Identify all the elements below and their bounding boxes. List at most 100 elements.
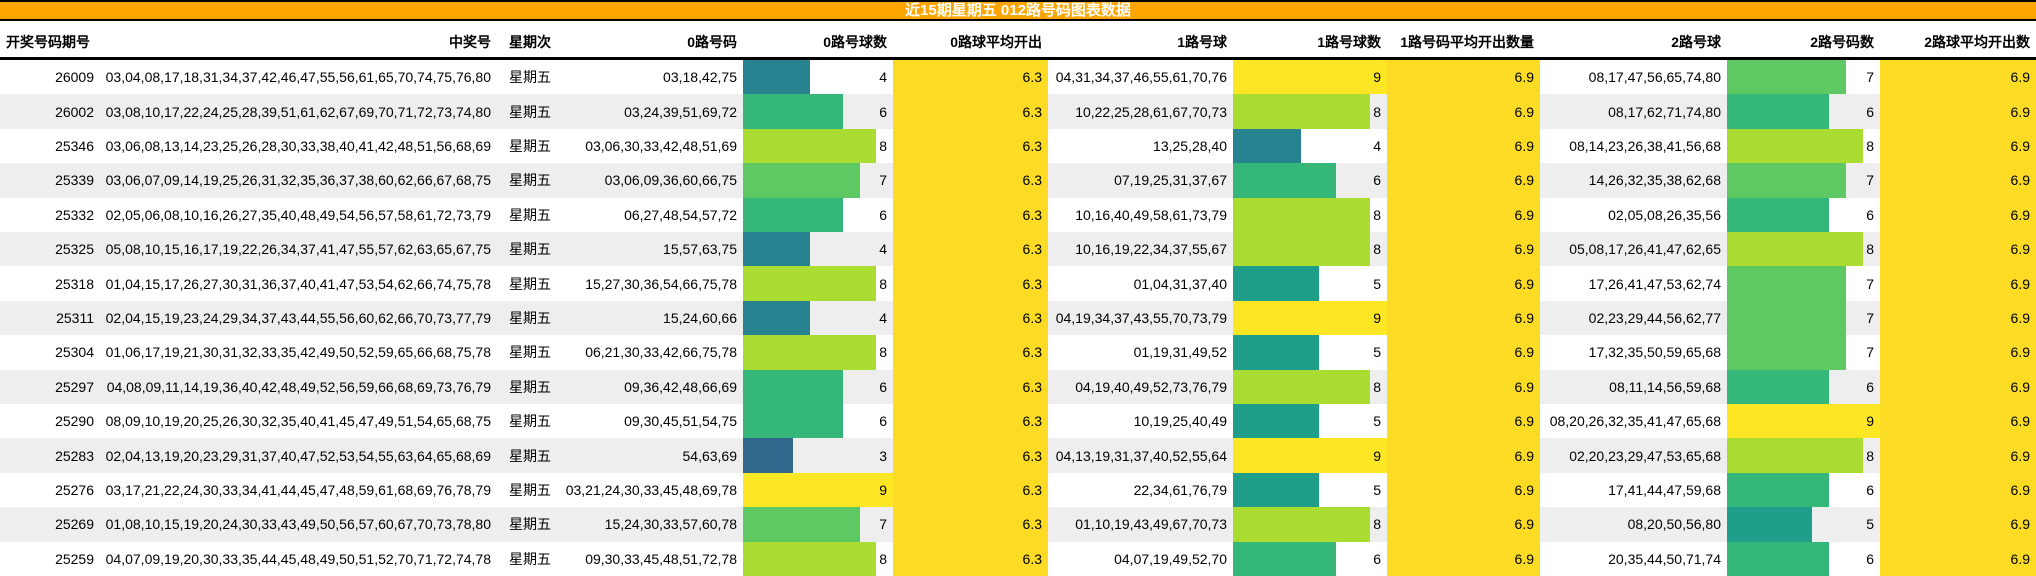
winning-numbers: 02,05,06,08,10,16,26,27,35,40,48,49,54,5… bbox=[105, 206, 491, 223]
road0-numbers: 06,21,30,33,42,66,75,78 bbox=[585, 344, 737, 361]
road0-average: 6.3 bbox=[1022, 172, 1042, 189]
road2-count: 7 bbox=[1866, 275, 1874, 292]
road2-count-cell: 7 bbox=[1727, 266, 1880, 301]
table-row: 26009 03,04,08,17,18,31,34,37,42,46,47,5… bbox=[0, 60, 2036, 95]
road0-count-cell: 9 bbox=[743, 472, 893, 508]
road0-count-cell: 8 bbox=[743, 335, 893, 370]
road0-average: 6.3 bbox=[1022, 138, 1042, 155]
road0-count: 3 bbox=[879, 447, 887, 464]
road2-average: 6.9 bbox=[2010, 206, 2030, 223]
winning-numbers: 02,04,15,19,23,24,29,34,37,43,44,55,56,6… bbox=[105, 310, 491, 327]
road0-numbers: 03,18,42,75 bbox=[663, 69, 737, 86]
winning-numbers: 04,08,09,11,14,19,36,40,42,48,49,52,56,5… bbox=[106, 378, 491, 395]
road0-numbers: 15,24,60,66 bbox=[663, 310, 737, 327]
road0-average: 6.3 bbox=[1022, 344, 1042, 361]
road0-count-cell: 7 bbox=[743, 507, 893, 542]
road2-average: 6.9 bbox=[2010, 413, 2030, 430]
road2-numbers: 17,26,41,47,53,62,74 bbox=[1588, 275, 1721, 292]
road0-average: 6.3 bbox=[1022, 69, 1042, 86]
weekday-label: 星期五 bbox=[509, 138, 551, 155]
road2-average: 6.9 bbox=[2010, 241, 2030, 258]
road1-numbers: 13,25,28,40 bbox=[1153, 138, 1227, 155]
road1-count-cell: 8 bbox=[1233, 232, 1387, 267]
road2-average: 6.9 bbox=[2010, 138, 2030, 155]
period-number: 25332 bbox=[55, 206, 94, 223]
period-number: 25283 bbox=[55, 447, 94, 464]
road1-count-bar bbox=[1233, 232, 1370, 267]
road0-count-cell: 7 bbox=[743, 163, 893, 198]
road0-count-bar bbox=[743, 60, 810, 95]
road2-numbers: 02,20,23,29,47,53,65,68 bbox=[1569, 447, 1721, 464]
weekday-label: 星期五 bbox=[509, 447, 551, 464]
road1-average: 6.9 bbox=[1514, 344, 1534, 361]
road1-average: 6.9 bbox=[1514, 413, 1534, 430]
road2-count-cell: 9 bbox=[1727, 404, 1880, 439]
header-road1-average: 1路号码平均开出数量 bbox=[1400, 34, 1534, 50]
road1-count-cell: 5 bbox=[1233, 335, 1387, 370]
weekday-label: 星期五 bbox=[509, 550, 551, 567]
road0-average: 6.3 bbox=[1022, 378, 1042, 395]
road1-average: 6.9 bbox=[1514, 275, 1534, 292]
road1-count-bar bbox=[1233, 369, 1370, 405]
road1-count-bar bbox=[1233, 541, 1336, 576]
header-road0-count: 0路号球数 bbox=[823, 34, 887, 50]
weekday-label: 星期五 bbox=[509, 413, 551, 430]
winning-numbers: 01,08,10,15,19,20,24,30,33,43,49,50,56,5… bbox=[105, 516, 491, 533]
period-number: 25259 bbox=[55, 550, 94, 567]
road1-average: 6.9 bbox=[1514, 138, 1534, 155]
winning-numbers: 05,08,10,15,16,17,19,22,26,34,37,41,47,5… bbox=[105, 241, 491, 258]
road2-count-bar bbox=[1727, 541, 1829, 576]
weekday-label: 星期五 bbox=[509, 516, 551, 533]
road0-average: 6.3 bbox=[1022, 482, 1042, 499]
road0-count-bar bbox=[743, 507, 860, 542]
road2-count-bar bbox=[1727, 472, 1829, 508]
road1-count-cell: 8 bbox=[1233, 197, 1387, 233]
road2-count-bar bbox=[1727, 335, 1846, 370]
weekday-label: 星期五 bbox=[509, 172, 551, 189]
road0-count-bar bbox=[743, 541, 877, 576]
table-row: 25318 01,04,15,17,26,27,30,31,36,37,40,4… bbox=[0, 266, 2036, 301]
road1-numbers: 10,22,25,28,61,67,70,73 bbox=[1075, 103, 1227, 120]
road0-count-cell: 8 bbox=[743, 266, 893, 301]
road2-numbers: 02,05,08,26,35,56 bbox=[1608, 206, 1721, 223]
road0-numbers: 54,63,69 bbox=[682, 447, 738, 464]
road2-count-bar bbox=[1727, 163, 1846, 198]
weekday-label: 星期五 bbox=[509, 275, 551, 292]
road2-count-cell: 8 bbox=[1727, 438, 1880, 473]
road1-count-bar bbox=[1233, 472, 1319, 508]
road1-average: 6.9 bbox=[1514, 69, 1534, 86]
road1-numbers: 10,19,25,40,49 bbox=[1133, 413, 1227, 430]
road2-count-cell: 6 bbox=[1727, 94, 1880, 129]
road2-average: 6.9 bbox=[2010, 275, 2030, 292]
road0-count: 6 bbox=[879, 413, 887, 430]
road2-count-bar bbox=[1727, 300, 1846, 336]
road2-count: 7 bbox=[1866, 172, 1874, 189]
period-number: 26009 bbox=[55, 69, 94, 86]
road2-count-bar bbox=[1727, 94, 1829, 129]
road2-numbers: 05,08,17,26,41,47,62,65 bbox=[1569, 241, 1721, 258]
road2-average: 6.9 bbox=[2010, 482, 2030, 499]
table-row: 25332 02,05,06,08,10,16,26,27,35,40,48,4… bbox=[0, 197, 2036, 233]
road1-count: 5 bbox=[1373, 482, 1381, 499]
road1-count: 5 bbox=[1373, 275, 1381, 292]
road0-average: 6.3 bbox=[1022, 550, 1042, 567]
road0-count: 6 bbox=[879, 206, 887, 223]
weekday-label: 星期五 bbox=[509, 344, 551, 361]
road1-count-bar bbox=[1233, 404, 1319, 439]
table-row: 26002 03,08,10,17,22,24,25,28,39,51,61,6… bbox=[0, 94, 2036, 129]
road1-count: 8 bbox=[1373, 516, 1381, 533]
road1-numbers: 10,16,19,22,34,37,55,67 bbox=[1075, 241, 1227, 258]
road2-numbers: 17,41,44,47,59,68 bbox=[1608, 482, 1721, 499]
road2-count: 6 bbox=[1866, 482, 1874, 499]
table-row: 25311 02,04,15,19,23,24,29,34,37,43,44,5… bbox=[0, 300, 2036, 336]
road0-count-cell: 8 bbox=[743, 541, 893, 576]
road2-count-cell: 6 bbox=[1727, 472, 1880, 508]
road0-count-cell: 3 bbox=[743, 438, 893, 473]
road1-count-cell: 6 bbox=[1233, 163, 1387, 198]
road1-average: 6.9 bbox=[1514, 206, 1534, 223]
road1-count-cell: 5 bbox=[1233, 472, 1387, 508]
road1-count: 8 bbox=[1373, 241, 1381, 258]
header-weekday: 星期次 bbox=[509, 34, 551, 50]
road2-numbers: 14,26,32,35,38,62,68 bbox=[1588, 172, 1721, 189]
